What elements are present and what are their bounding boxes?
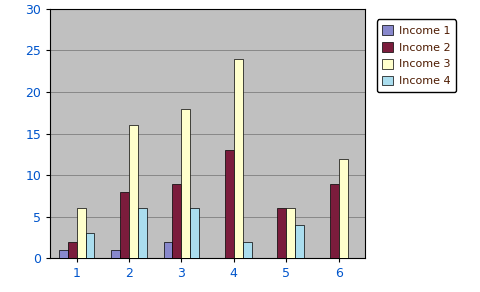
Bar (277, 208, 286, 258)
Bar (164, 242, 172, 258)
Bar (59, 250, 68, 258)
Bar (286, 208, 295, 258)
Bar (181, 109, 190, 258)
Legend: Income 1, Income 2, Income 3, Income 4: Income 1, Income 2, Income 3, Income 4 (377, 19, 456, 92)
Bar (190, 208, 199, 258)
Bar (68, 242, 77, 258)
Bar (120, 192, 129, 258)
Bar (129, 125, 138, 258)
Bar (225, 150, 234, 258)
Bar (138, 208, 147, 258)
Bar (85, 234, 95, 258)
Bar (77, 208, 85, 258)
Bar (338, 159, 348, 258)
Bar (243, 242, 252, 258)
Bar (330, 184, 338, 258)
Bar (172, 184, 181, 258)
Bar (295, 225, 304, 258)
Bar (234, 59, 243, 258)
Bar (111, 250, 120, 258)
